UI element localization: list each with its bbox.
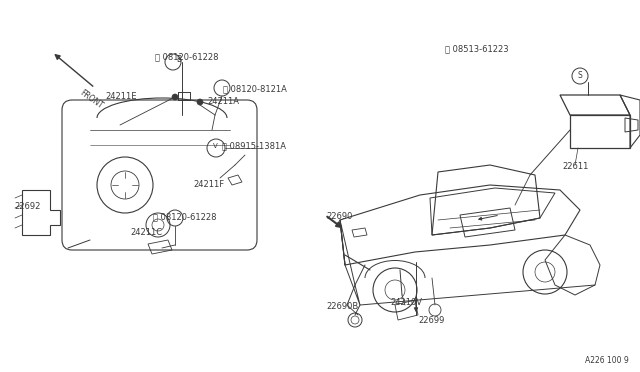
Text: 22690: 22690 [326, 212, 353, 221]
Text: 22692: 22692 [14, 202, 40, 211]
Text: Ⓑ 08120-61228: Ⓑ 08120-61228 [155, 52, 218, 61]
Circle shape [197, 99, 203, 105]
Text: 24211F: 24211F [193, 180, 224, 189]
Text: Ⓥ 08915-1381A: Ⓥ 08915-1381A [222, 141, 286, 150]
Text: Ⓑ 08120-61228: Ⓑ 08120-61228 [153, 212, 216, 221]
Text: S: S [577, 71, 582, 80]
Text: 22690B: 22690B [326, 302, 358, 311]
Text: 22611: 22611 [562, 162, 588, 171]
Circle shape [172, 94, 178, 100]
Text: Ⓢ 08513-61223: Ⓢ 08513-61223 [445, 44, 509, 53]
Text: V: V [213, 143, 218, 149]
Text: 24211E: 24211E [105, 92, 136, 101]
Text: Ⓑ 08120-8121A: Ⓑ 08120-8121A [223, 84, 287, 93]
Text: 24210V: 24210V [390, 298, 422, 307]
Text: 22699: 22699 [418, 316, 444, 325]
Text: B: B [176, 55, 181, 64]
Text: 24211A: 24211A [207, 97, 239, 106]
Text: 24211C: 24211C [130, 228, 162, 237]
Text: A226 100 9: A226 100 9 [585, 356, 628, 365]
Text: FRONT: FRONT [78, 88, 104, 110]
